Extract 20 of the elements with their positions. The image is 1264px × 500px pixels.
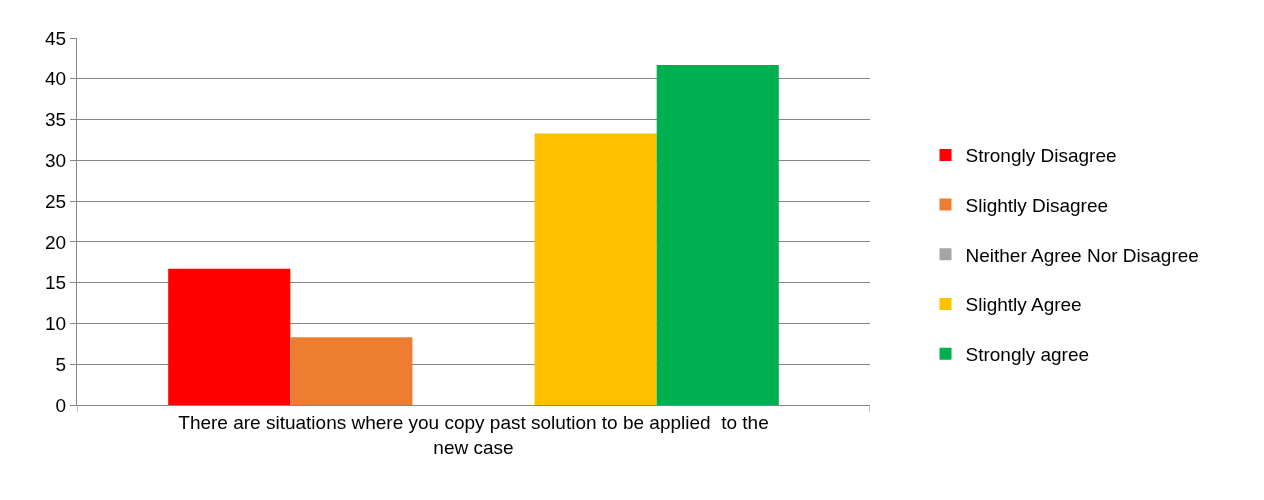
legend-label: Slightly Agree [965,294,1082,316]
bar [656,64,779,405]
y-tick-label: 0 [55,394,67,416]
bar [168,268,291,405]
y-tick-label: 45 [45,27,67,49]
y-tick-label: 25 [45,190,67,212]
y-tick-label: 15 [45,272,67,294]
legend-label: Slightly Disagree [965,194,1109,216]
x-tick-label: There are situations where you copy past solution to be applied to the new case [178,411,769,458]
y-tick-label: 40 [45,68,67,90]
legend-label: Neither Agree Nor Disagree [965,244,1199,266]
y-tick-label: 10 [45,313,67,335]
y-tick-label: 35 [45,109,67,131]
legend-label: Strongly Disagree [965,145,1117,167]
bar [290,337,413,405]
y-tick-label: 20 [45,231,67,253]
y-tick-label: 5 [55,353,67,375]
bar [534,133,657,405]
y-tick-label: 30 [45,149,67,171]
legend-label: Strongly agree [965,344,1090,366]
